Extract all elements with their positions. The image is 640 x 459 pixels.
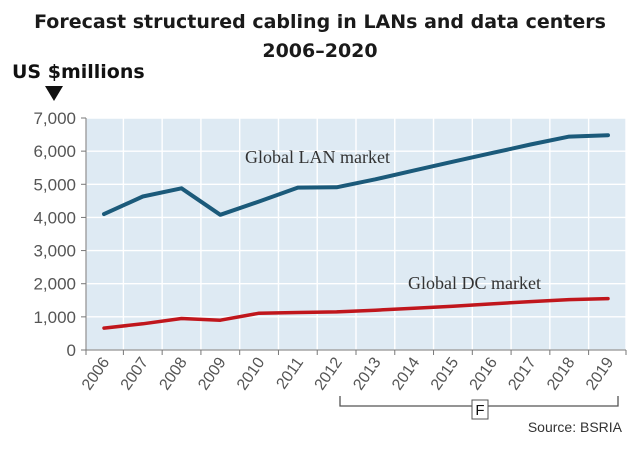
data-point: [451, 305, 455, 308]
data-point: [412, 169, 416, 172]
forecast-bracket: F: [339, 396, 619, 420]
data-point: [219, 318, 222, 322]
series-line-dc: [102, 296, 610, 330]
y-tick-label: 4,000: [33, 208, 76, 227]
data-point: [219, 213, 222, 216]
data-point: [374, 309, 377, 312]
x-tick-label: 2012: [312, 354, 346, 393]
x-tick-label: 2017: [505, 354, 539, 393]
y-tick-label: 5,000: [33, 175, 76, 194]
data-point: [529, 300, 532, 303]
y-tick-label: 1,000: [33, 308, 76, 327]
x-tick-label: 2010: [234, 354, 268, 393]
x-tick-label: 2019: [583, 354, 617, 393]
data-point: [412, 307, 416, 310]
data-point: [335, 310, 338, 314]
data-point: [257, 312, 261, 315]
x-axis-ticks: 2006 2007 2008 2009 2010 2011 2012 2013 2014 2015…: [79, 349, 627, 393]
x-tick-label: 2018: [544, 354, 578, 393]
x-tick-label: 2013: [350, 354, 384, 393]
forecast-label: F: [475, 402, 484, 419]
x-tick-label: 2006: [79, 354, 113, 393]
x-tick-label: 2007: [118, 354, 152, 393]
chart-title: Forecast structured cabling in LANs and …: [34, 11, 606, 33]
data-point: [529, 143, 532, 146]
y-tick-label: 6,000: [33, 142, 76, 161]
data-point: [335, 186, 338, 189]
x-tick-label: 2008: [156, 354, 190, 393]
y-tick-label: 2,000: [33, 275, 76, 294]
series-line-lan: [102, 133, 610, 217]
series-label-dc: Global DC market: [408, 273, 541, 293]
data-point: [141, 322, 144, 326]
data-point: [296, 186, 300, 189]
series-layer: [102, 133, 610, 330]
data-point: [568, 298, 571, 301]
x-tick-label: 2016: [467, 354, 501, 393]
data-point: [296, 311, 300, 314]
data-point: [180, 317, 183, 320]
y-axis-arrow-icon: [45, 86, 63, 101]
data-point: [490, 151, 493, 155]
data-point: [451, 160, 455, 163]
chart-subtitle: 2006–2020: [262, 40, 377, 62]
x-tick-label: 2015: [428, 354, 462, 393]
series-label-lan: Global LAN market: [245, 147, 390, 167]
data-point: [606, 297, 610, 300]
data-point: [102, 212, 106, 216]
y-axis-ticks: 0 1,000 2,000 3,000 4,000 5,000 6,000 7,000: [33, 109, 87, 360]
data-point: [606, 134, 610, 137]
y-axis-label: US $millions: [12, 61, 145, 83]
y-tick-label: 7,000: [33, 109, 76, 128]
source-note: Source: BSRIA: [528, 419, 623, 435]
x-tick-label: 2014: [389, 354, 423, 393]
data-point: [257, 200, 261, 203]
data-point: [102, 326, 106, 330]
y-tick-label: 3,000: [33, 242, 76, 261]
x-tick-label: 2009: [195, 354, 229, 393]
x-tick-label: 2011: [273, 354, 307, 392]
data-point: [490, 302, 493, 306]
data-point: [141, 195, 144, 198]
data-point: [180, 187, 183, 190]
data-point: [374, 178, 377, 181]
data-point: [568, 135, 571, 138]
y-tick-label: 0: [67, 341, 76, 360]
